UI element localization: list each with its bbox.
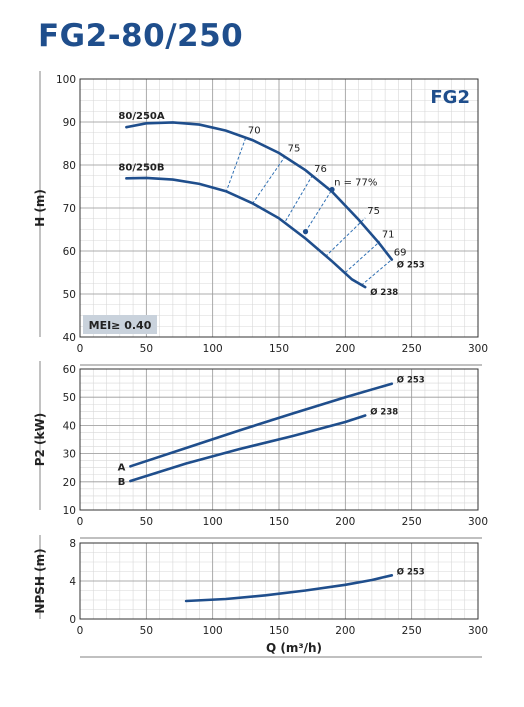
y-tick-label: 30 — [63, 449, 76, 461]
x-tick-label: 100 — [203, 625, 223, 637]
plot-frame — [79, 542, 479, 620]
series-line-npsh — [184, 574, 394, 603]
y-tick-label: 60 — [63, 364, 76, 376]
series-name-label: A — [118, 462, 126, 473]
y-tick-label: 4 — [69, 576, 76, 588]
y-tick-label: 40 — [63, 420, 76, 432]
series-name-label: 80/250B — [118, 162, 164, 173]
y-tick-label: 90 — [63, 117, 76, 129]
mei-badge — [83, 315, 157, 334]
series-line-A — [129, 382, 394, 468]
y-axis-label: H (m) — [33, 189, 47, 227]
series-name-label: 80/250A — [118, 111, 164, 122]
efficiency-label: 69 — [394, 248, 407, 259]
mei-badge-label: MEI≥ 0.40 — [89, 319, 152, 332]
series-line-B — [129, 414, 367, 483]
x-tick-label: 300 — [468, 625, 488, 637]
x-tick-label: 0 — [77, 343, 84, 355]
y-tick-label: 50 — [63, 289, 76, 301]
y-tick-label: 80 — [63, 160, 76, 172]
y-axis-label: P2 (kW) — [33, 413, 47, 467]
series-end-label: Ø 253 — [397, 260, 425, 271]
efficiency-label: 75 — [288, 144, 301, 155]
chart-power: 0 50 100 150 200 250 300 10 20 30 40 50 60 P2 (kW) A Ø … — [33, 361, 488, 539]
y-tick-label: 0 — [69, 614, 76, 626]
efficiency-line — [344, 241, 381, 273]
bep-point — [302, 229, 309, 235]
y-tick-label: 10 — [63, 505, 76, 517]
series-name-label: B — [118, 477, 126, 488]
y-tick-label: 50 — [63, 392, 76, 404]
plot-frame — [79, 368, 479, 511]
x-tick-label: 150 — [269, 516, 289, 528]
x-tick-label: 50 — [140, 343, 153, 355]
efficiency-label: 70 — [248, 125, 261, 136]
x-tick-label: 0 — [77, 625, 84, 637]
series-end-label: Ø 238 — [370, 407, 398, 418]
x-tick-label: 200 — [335, 343, 355, 355]
y-tick-label: 60 — [63, 246, 76, 258]
efficiency-line — [305, 189, 333, 232]
bep-point — [329, 186, 335, 193]
x-tick-label: 50 — [140, 516, 153, 528]
efficiency-label: 76 — [314, 164, 327, 175]
x-axis-label: Q (m³/h) — [266, 641, 322, 655]
efficiency-label: 71 — [382, 230, 395, 241]
series-line-80/250B — [125, 176, 367, 289]
x-tick-label: 150 — [269, 343, 289, 355]
series-line-80/250A — [125, 121, 394, 261]
corner-label: FG2 — [430, 87, 470, 108]
y-tick-label: 20 — [63, 477, 76, 489]
x-tick-label: 200 — [335, 625, 355, 637]
x-tick-label: 300 — [468, 516, 488, 528]
series-end-label: Ø 253 — [397, 566, 425, 577]
plot-frame — [79, 78, 479, 338]
y-tick-label: 70 — [63, 203, 76, 215]
y-tick-label: 8 — [69, 538, 76, 550]
series-end-label: Ø 253 — [397, 375, 425, 386]
efficiency-line — [285, 175, 313, 222]
efficiency-label: n = 77% — [334, 178, 377, 189]
y-tick-label: 100 — [56, 74, 76, 86]
series-end-label: Ø 238 — [370, 287, 398, 298]
y-tick-label: 40 — [63, 332, 76, 344]
page-title: FG2-80/250 — [38, 18, 244, 54]
x-tick-label: 150 — [269, 625, 289, 637]
efficiency-line — [360, 259, 393, 286]
x-tick-label: 100 — [203, 516, 223, 528]
efficiency-line — [325, 217, 366, 257]
y-axis-label: NPSH (m) — [33, 548, 47, 613]
x-tick-label: 200 — [335, 516, 355, 528]
efficiency-label: 75 — [367, 206, 380, 217]
x-tick-label: 250 — [402, 343, 422, 355]
x-tick-label: 250 — [402, 516, 422, 528]
x-tick-label: 50 — [140, 625, 153, 637]
chart-npsh: 0 50 100 150 200 250 300 0 4 8 NPSH (m) Q (m³/h) Ø 2… — [33, 535, 488, 658]
x-tick-label: 100 — [203, 343, 223, 355]
efficiency-line — [252, 155, 287, 204]
chart-head: 0 50 100 150 200 250 300 40 50 60 70 80 90 100 H (m) 70… — [33, 71, 488, 366]
x-tick-label: 0 — [77, 516, 84, 528]
x-tick-label: 250 — [402, 625, 422, 637]
x-tick-label: 300 — [468, 343, 488, 355]
